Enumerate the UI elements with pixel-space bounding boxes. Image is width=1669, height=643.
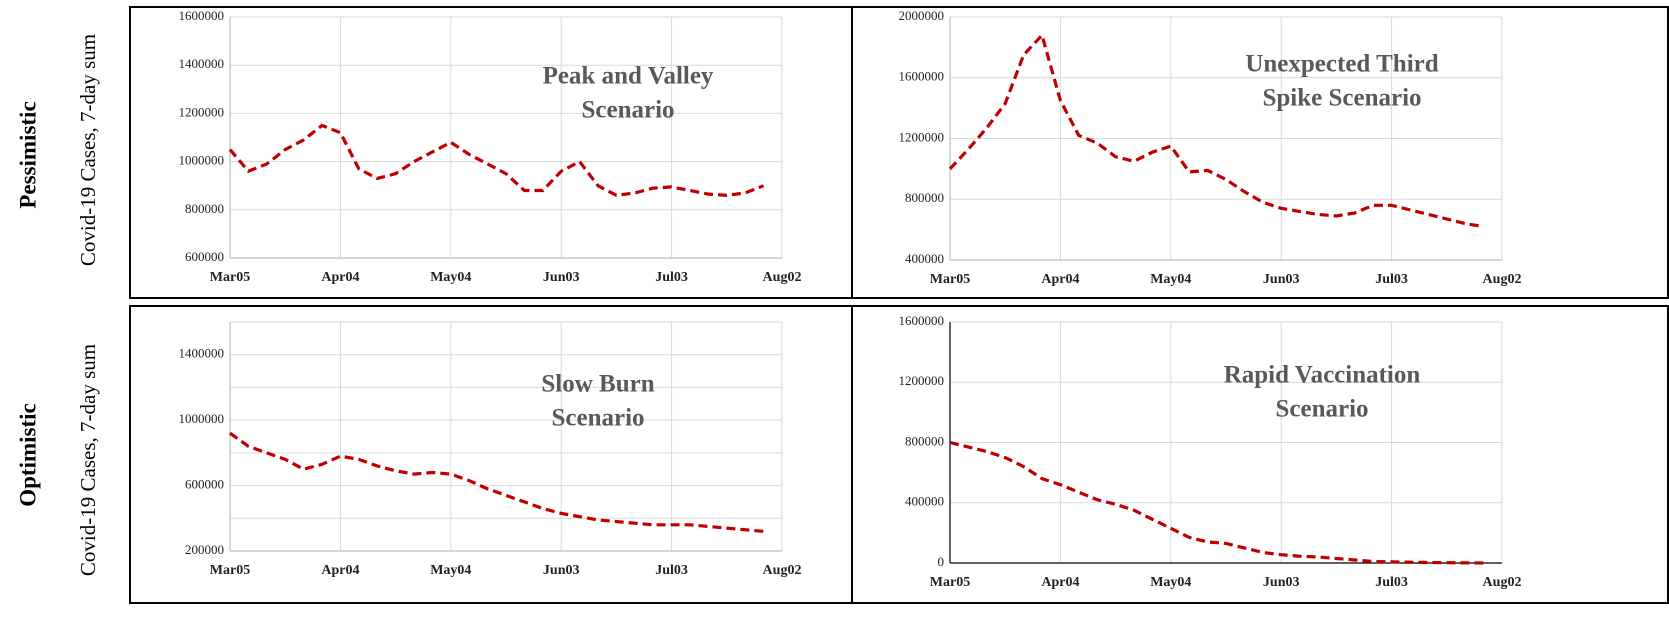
x-tick-label: May04: [430, 563, 471, 578]
x-tick-label: Jun03: [1263, 272, 1300, 287]
x-tick-label: Jul03: [1375, 272, 1408, 287]
chart-title: Spike Scenario: [1262, 85, 1421, 112]
y-tick-label: 600000: [185, 249, 224, 264]
x-tick-label: Aug02: [1483, 575, 1522, 590]
y-tick-label: 800000: [185, 201, 224, 216]
chart-title: Rapid Vaccination: [1224, 362, 1421, 389]
y-tick-label: 2000000: [899, 8, 945, 23]
y-tick-label: 800000: [905, 190, 944, 205]
y-tick-label: 1600000: [899, 69, 945, 84]
x-tick-label: Aug02: [1483, 272, 1522, 287]
y-tick-label: 1200000: [179, 104, 225, 119]
x-tick-label: Aug02: [763, 270, 802, 285]
x-tick-label: Jul03: [655, 563, 688, 578]
y-tick-label: 1200000: [899, 129, 945, 144]
chart-title: Peak and Valley: [543, 63, 714, 90]
x-tick-label: Jun03: [543, 270, 580, 285]
x-tick-label: Mar05: [210, 563, 250, 578]
chart-title: Slow Burn: [541, 371, 654, 398]
row-frame: [129, 305, 1669, 604]
series-line: [948, 32, 1484, 229]
chart-title: Scenario: [551, 405, 644, 432]
y-tick-label: 400000: [905, 494, 944, 509]
y-tick-label: 200000: [185, 542, 224, 557]
x-tick-label: Aug02: [763, 563, 802, 578]
x-tick-label: Apr04: [321, 270, 359, 285]
row-label: Optimistic: [15, 403, 40, 507]
y-tick-label: 600000: [185, 477, 224, 492]
x-tick-label: Jun03: [1263, 575, 1300, 590]
row-label: Pessimistic: [15, 101, 40, 208]
x-tick-label: Mar05: [930, 575, 970, 590]
y-axis-label: Covid-19 Cases, 7-day sum: [76, 34, 100, 266]
x-tick-label: Apr04: [1041, 575, 1079, 590]
y-tick-label: 1000000: [179, 153, 225, 168]
row-frame: [129, 6, 1669, 299]
x-tick-label: May04: [1150, 575, 1191, 590]
y-tick-label: 1400000: [179, 56, 225, 71]
chart-title: Scenario: [1275, 396, 1368, 423]
chart-title: Scenario: [581, 97, 674, 124]
x-tick-label: Apr04: [321, 563, 359, 578]
x-tick-label: Mar05: [930, 272, 970, 287]
y-tick-label: 1600000: [179, 8, 225, 23]
y-tick-label: 1600000: [899, 313, 945, 328]
x-tick-label: Jun03: [543, 563, 580, 578]
y-tick-label: 1400000: [179, 346, 225, 361]
y-tick-label: 1200000: [899, 373, 945, 388]
series-line: [949, 440, 1484, 565]
y-tick-label: 800000: [905, 433, 944, 448]
y-tick-label: 0: [938, 554, 945, 569]
y-axis-label: Covid-19 Cases, 7-day sum: [76, 344, 100, 576]
x-tick-label: May04: [1150, 272, 1191, 287]
series-line: [229, 431, 764, 533]
chart-title: Unexpected Third: [1245, 51, 1438, 78]
x-tick-label: Mar05: [210, 270, 250, 285]
x-tick-label: Jul03: [1375, 575, 1408, 590]
y-tick-label: 400000: [905, 251, 944, 266]
x-tick-label: Apr04: [1041, 272, 1079, 287]
y-tick-label: 1000000: [179, 411, 225, 426]
x-tick-label: May04: [430, 270, 471, 285]
x-tick-label: Jul03: [655, 270, 688, 285]
